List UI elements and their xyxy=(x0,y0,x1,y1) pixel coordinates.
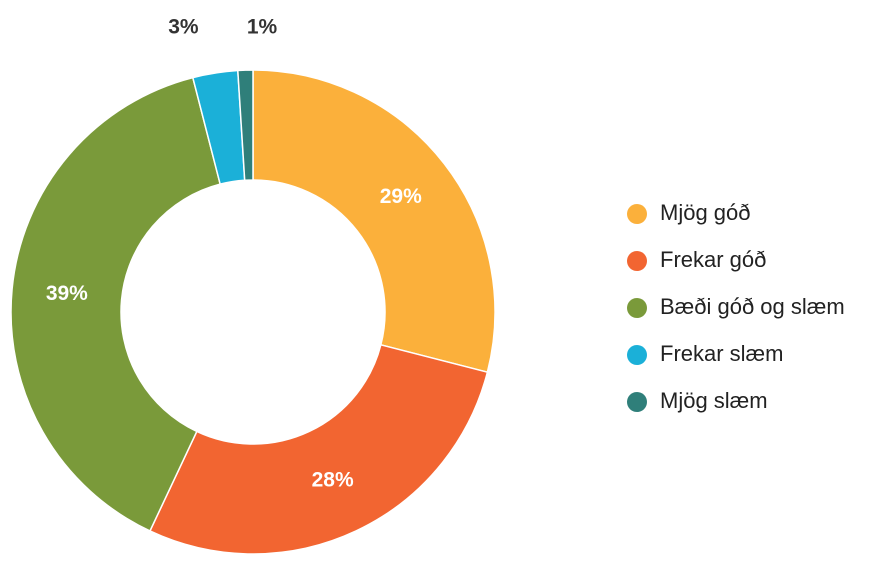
legend-swatch xyxy=(627,204,647,224)
legend-swatch xyxy=(627,345,647,365)
legend-label: Frekar góð xyxy=(660,247,766,272)
value-label: 29% xyxy=(380,185,422,208)
donut-slice xyxy=(252,69,496,374)
legend-label: Frekar slæm xyxy=(660,341,783,366)
donut-slice xyxy=(237,69,254,182)
value-label: 1% xyxy=(247,16,278,39)
value-label: 3% xyxy=(168,16,199,39)
legend-swatch xyxy=(627,298,647,318)
legend-swatch xyxy=(627,392,647,412)
legend-label: Bæði góð og slæm xyxy=(660,294,845,319)
value-label: 28% xyxy=(312,469,354,492)
legend-label: Mjög góð xyxy=(660,200,751,225)
donut-slice xyxy=(10,76,222,532)
legend-label: Mjög slæm xyxy=(660,388,768,413)
value-label: 39% xyxy=(46,282,88,305)
legend-swatch xyxy=(627,251,647,271)
donut-slice xyxy=(148,343,489,555)
